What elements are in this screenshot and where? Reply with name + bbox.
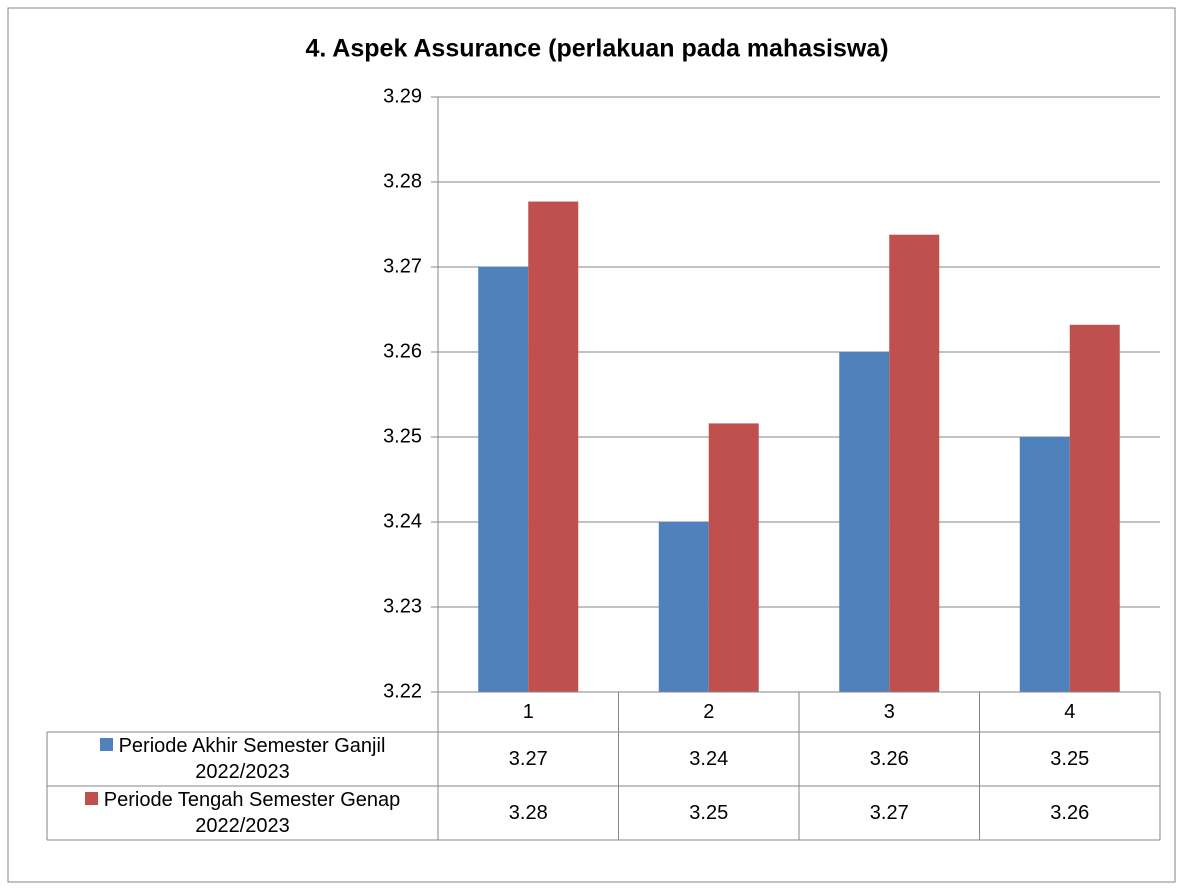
category-label: 1 [522, 701, 534, 723]
legend-label: Periode Tengah Semester Genap 2022/2023 [103, 789, 401, 837]
legend-entry: Periode Akhir Semester Ganjil 2022/2023 [51, 732, 434, 786]
table-value: 3.26 [1050, 802, 1090, 824]
chart-border [7, 7, 1176, 883]
table-value: 3.27 [508, 748, 548, 770]
legend-entry: Periode Tengah Semester Genap 2022/2023 [51, 786, 434, 840]
y-tick-label: 3.27 [383, 255, 422, 277]
y-tick-label: 3.25 [383, 425, 422, 447]
bar [1019, 437, 1070, 692]
y-tick-label: 3.23 [383, 595, 422, 617]
table-value: 3.27 [869, 802, 909, 824]
y-tick-label: 3.22 [383, 680, 422, 702]
legend-key [99, 738, 113, 751]
y-tick-label: 3.26 [383, 340, 422, 362]
y-tick-label: 3.24 [383, 510, 422, 532]
category-label: 2 [703, 701, 715, 723]
table-value: 3.24 [689, 748, 729, 770]
bar [528, 201, 579, 693]
table-value: 3.28 [508, 802, 548, 824]
bar [658, 522, 709, 692]
bar [839, 352, 890, 692]
legend-key [84, 792, 98, 805]
table-value: 3.26 [869, 748, 909, 770]
table-value: 3.25 [689, 802, 729, 824]
bar [1069, 324, 1120, 692]
bar [478, 267, 529, 692]
bar [708, 423, 759, 692]
legend-label: Periode Akhir Semester Ganjil 2022/2023 [118, 735, 386, 783]
category-label: 4 [1064, 701, 1076, 723]
legend-text: Periode Akhir Semester Ganjil 2022/2023 [51, 733, 434, 785]
legend-text: Periode Tengah Semester Genap 2022/2023 [51, 787, 434, 839]
y-tick-label: 3.29 [383, 85, 422, 107]
bar [889, 234, 940, 692]
category-label: 3 [883, 701, 895, 723]
y-tick-label: 3.28 [383, 170, 422, 192]
chart-title: 4. Aspek Assurance (perlakuan pada mahas… [305, 35, 888, 63]
table-value: 3.25 [1050, 748, 1090, 770]
